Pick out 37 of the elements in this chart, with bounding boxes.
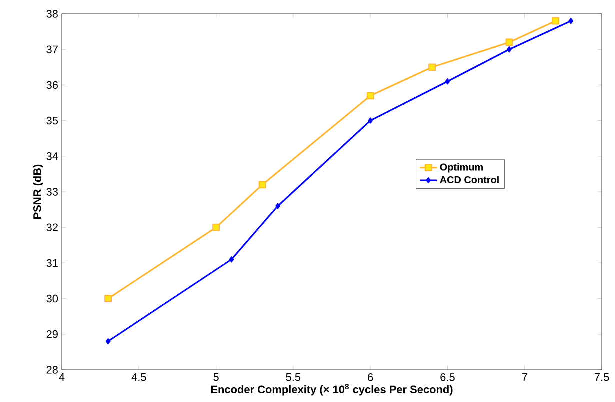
point (258, 181, 266, 189)
point (428, 64, 436, 72)
point (366, 92, 374, 100)
x-tick-label: 7.5 (594, 374, 610, 382)
y-tick-label: 30 (46, 294, 58, 303)
y-tick-label: 33 (46, 188, 58, 196)
x-tick-label: 6 (368, 374, 374, 382)
y-tick-label: 31 (46, 259, 58, 268)
y-tick-label: 35 (46, 116, 58, 125)
point (506, 38, 514, 46)
point (552, 17, 560, 25)
y-tick-label: 29 (46, 330, 58, 338)
point (568, 18, 574, 24)
point (368, 118, 374, 124)
legend-label: ACD Control (440, 176, 499, 184)
x-tick-label: 5 (214, 374, 219, 382)
x-tick-label: 7 (522, 374, 528, 382)
y-axis-title: PSNR (dB) (33, 164, 44, 219)
x-tick-label: 4 (59, 374, 65, 382)
y-tick-label: 37 (46, 46, 58, 54)
point (506, 46, 512, 53)
y-tick-label: 28 (46, 366, 58, 374)
point (104, 295, 112, 302)
point (106, 338, 111, 345)
point (445, 78, 450, 85)
y-tick-label: 36 (46, 81, 58, 90)
x-tick-label: 4.5 (132, 374, 146, 382)
y-tick-label: 32 (46, 224, 58, 232)
point (229, 256, 234, 263)
point (212, 224, 220, 232)
x-tick-label: 5.5 (286, 374, 301, 382)
legend-label: Optimum (440, 163, 483, 173)
point (276, 203, 280, 210)
x-axis-title: Encoder Complexity (× 10$^{8}$ cycles Per Second) (211, 384, 453, 396)
y-tick-label: 38 (46, 10, 58, 18)
x-tick-label: 6.5 (440, 374, 455, 382)
y-tick-label: 34 (46, 152, 58, 160)
